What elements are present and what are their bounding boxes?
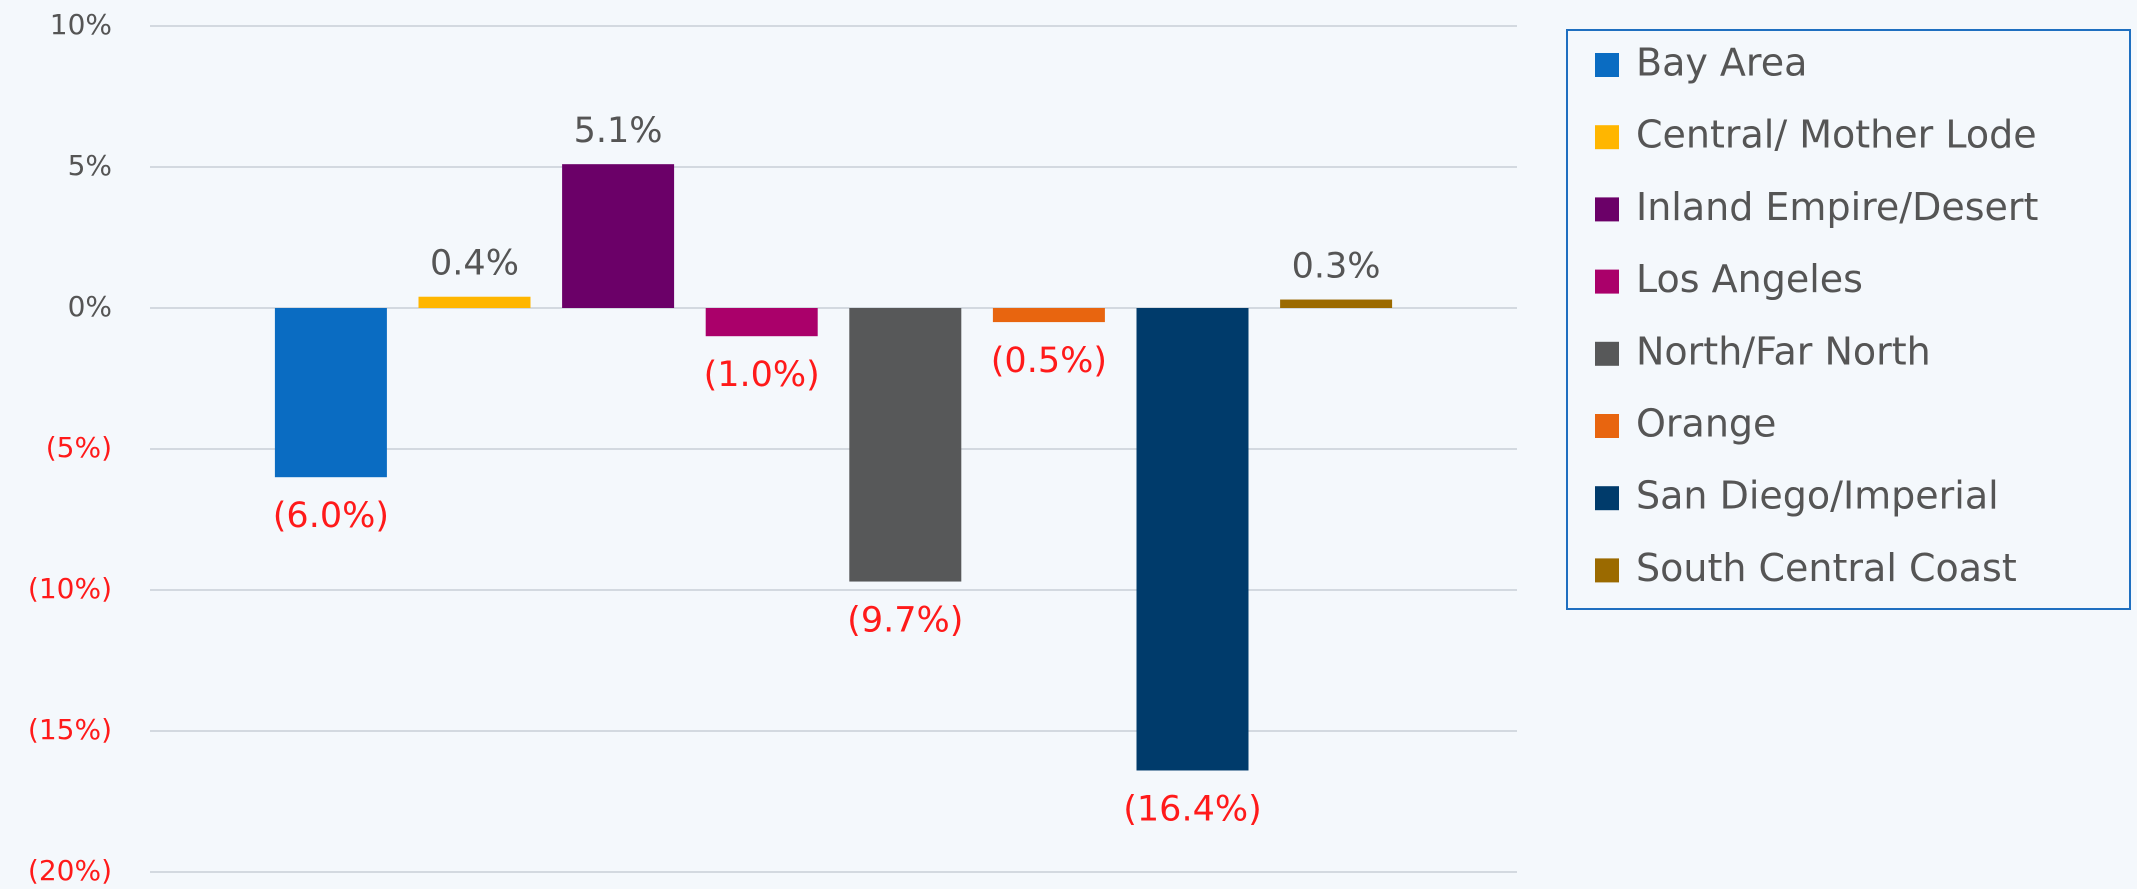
legend-label: San Diego/Imperial: [1636, 474, 1999, 518]
data-label: 0.3%: [1292, 247, 1381, 287]
data-label: 5.1%: [574, 111, 663, 151]
y-tick-label: (20%): [28, 854, 112, 887]
y-tick-label: 10%: [50, 8, 112, 41]
bar: [1136, 308, 1249, 771]
y-tick-label: 0%: [68, 290, 112, 323]
legend-swatch: [1595, 197, 1619, 222]
legend-swatch: [1595, 486, 1619, 511]
bar: [274, 308, 387, 478]
legend-label: Orange: [1636, 402, 1776, 446]
data-label: (0.5%): [991, 341, 1107, 381]
y-tick-label: (10%): [28, 572, 112, 605]
bar: [562, 164, 675, 308]
y-tick-label: (15%): [28, 713, 112, 746]
data-label: (9.7%): [847, 601, 963, 641]
legend-swatch: [1595, 341, 1619, 366]
bar: [849, 308, 962, 582]
y-tick-label: (5%): [46, 431, 112, 464]
y-tick-label: 5%: [68, 149, 112, 182]
legend-label: Central/ Mother Lode: [1636, 113, 2037, 157]
bar: [418, 296, 531, 308]
bar: [1280, 299, 1393, 308]
legend-swatch: [1595, 558, 1619, 583]
bar: [992, 308, 1105, 323]
legend-label: Los Angeles: [1636, 257, 1863, 301]
data-label: (6.0%): [273, 496, 389, 536]
legend-label: Inland Empire/Desert: [1636, 185, 2038, 229]
data-label: (16.4%): [1123, 789, 1262, 829]
legend-box: [1566, 29, 2131, 610]
legend-swatch: [1595, 53, 1619, 77]
legend-swatch: [1595, 125, 1619, 150]
data-label: (1.0%): [704, 355, 820, 395]
legend-swatch: [1595, 414, 1619, 438]
data-label: 0.4%: [430, 244, 519, 284]
bar: [705, 308, 818, 337]
legend-swatch: [1595, 269, 1619, 294]
legend-label: Bay Area: [1636, 41, 1807, 85]
legend-label: North/Far North: [1636, 329, 1931, 373]
legend-label: South Central Coast: [1636, 546, 2017, 590]
